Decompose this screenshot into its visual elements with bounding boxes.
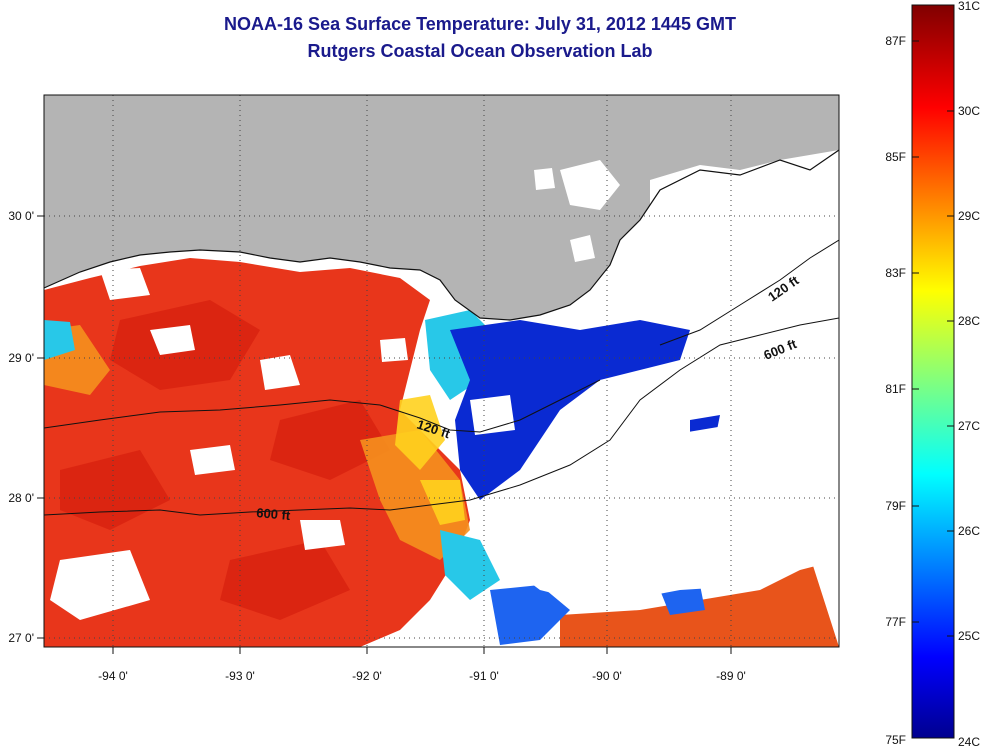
colorbar-c-label: 28C — [958, 314, 980, 328]
map-title: NOAA-16 Sea Surface Temperature: July 31… — [224, 14, 736, 34]
colorbar-ticks — [912, 40, 954, 637]
lon-tick-label: -93 0' — [225, 669, 255, 683]
clear-cloud-region — [490, 400, 839, 605]
contour-120ft-east — [659, 239, 839, 346]
transition-orange — [44, 325, 470, 560]
sst-field — [44, 95, 839, 647]
land-mass — [44, 95, 839, 320]
contour-label: 600 ft — [256, 505, 292, 523]
colorbar-c-label: 29C — [958, 209, 980, 223]
coastline — [44, 149, 839, 321]
colorbar-f-label: 75F — [885, 733, 906, 747]
colorbar-f-label: 85F — [885, 150, 906, 164]
grid-lines — [44, 95, 839, 647]
lat-tick-label: 30 0' — [8, 209, 34, 223]
colorbar-f-label: 81F — [885, 382, 906, 396]
transition-yellow — [395, 395, 465, 525]
contour-120ft-west — [44, 379, 601, 433]
lat-tick-label: 27 0' — [8, 631, 34, 645]
contour-600ft-west — [44, 317, 839, 516]
colorbar-c-label: 25C — [958, 629, 980, 643]
southeast-cool — [490, 585, 705, 645]
lon-tick-label: -91 0' — [469, 669, 499, 683]
cool-water-region — [450, 320, 690, 500]
colorbar — [911, 4, 955, 739]
hot-water-patches — [60, 300, 390, 620]
colorbar-f-label: 87F — [885, 34, 906, 48]
lon-tick-label: -92 0' — [352, 669, 382, 683]
colorbar-f-label: 77F — [885, 615, 906, 629]
colorbar-f-label: 83F — [885, 266, 906, 280]
cloud-patches — [50, 268, 515, 620]
colorbar-c-label: 27C — [958, 419, 980, 433]
lat-tick-label: 29 0' — [8, 351, 34, 365]
land-cloud — [534, 150, 839, 647]
map-subtitle: Rutgers Coastal Ocean Observation Lab — [307, 41, 653, 61]
plot-frame — [43, 94, 840, 648]
axis-tick-marks — [37, 215, 732, 654]
lon-tick-label: -89 0' — [716, 669, 746, 683]
colorbar-c-label: 31C — [958, 0, 980, 13]
lat-tick-label: 28 0' — [8, 491, 34, 505]
colorbar-f-label: 79F — [885, 499, 906, 513]
colorbar-c-label: 30C — [958, 104, 980, 118]
lon-tick-label: -94 0' — [98, 669, 128, 683]
colorbar-c-label: 24C — [958, 735, 980, 749]
colorbar-c-label: 26C — [958, 524, 980, 538]
lon-tick-label: -90 0' — [592, 669, 622, 683]
